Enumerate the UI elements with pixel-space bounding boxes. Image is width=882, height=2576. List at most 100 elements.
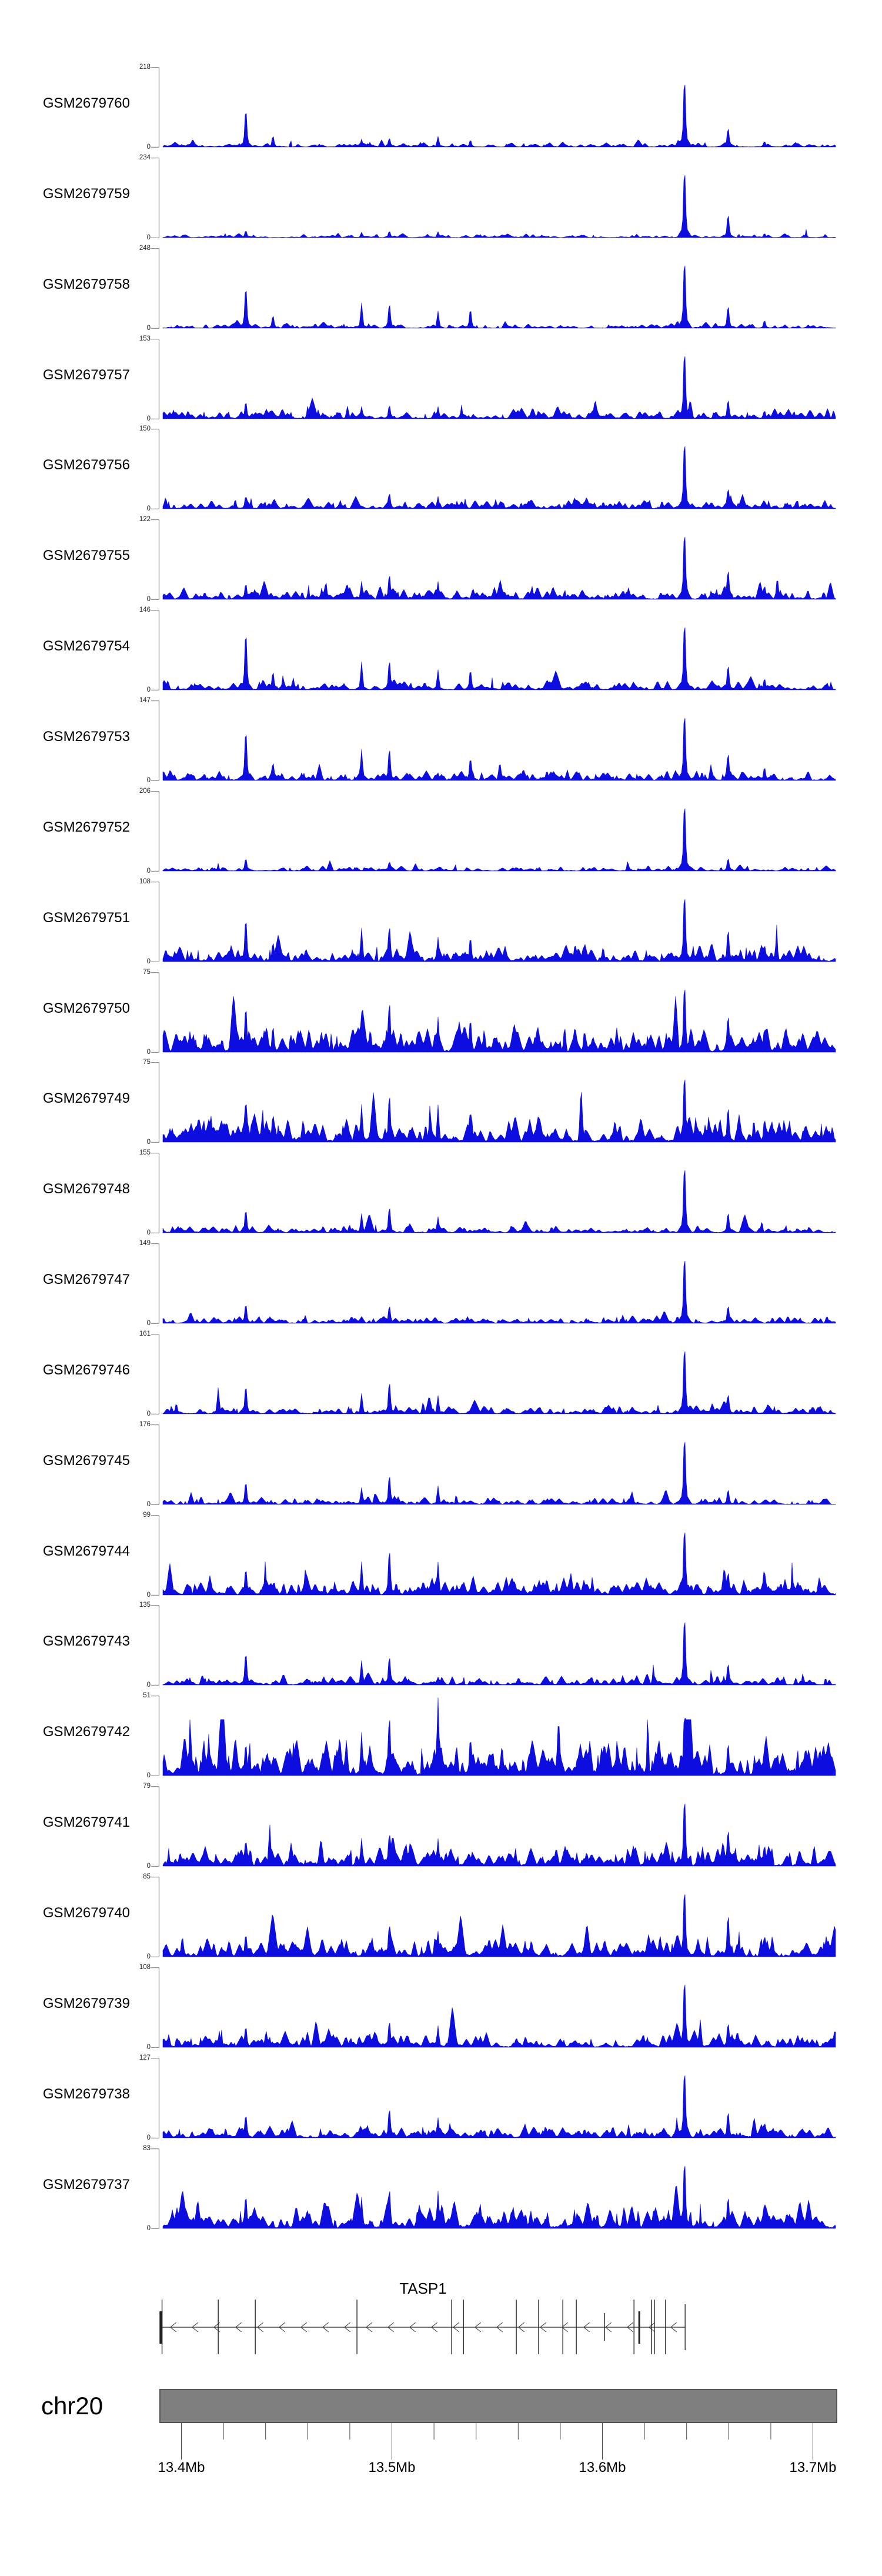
track-ymax-label: 122	[139, 516, 151, 523]
coverage-track-row: GSM2679744 99 0	[0, 1510, 882, 1604]
track-ymax-label: 85	[143, 1873, 151, 1880]
track-sample-label: GSM2679749	[42, 1090, 130, 1107]
coverage-track-row: GSM2679749 75 0	[0, 1057, 882, 1152]
coverage-track-row: GSM2679760 218 0	[0, 62, 882, 156]
coverage-track-row: GSM2679748 155 0	[0, 1148, 882, 1242]
coverage-signal-plot	[151, 248, 836, 329]
coverage-signal-plot	[151, 1424, 836, 1505]
track-yzero-label: 0	[146, 2134, 151, 2141]
track-sample-label: GSM2679748	[42, 1181, 130, 1197]
track-sample-label: GSM2679759	[42, 185, 130, 202]
track-ymax-label: 146	[139, 606, 151, 614]
track-yzero-label: 0	[146, 415, 151, 422]
coverage-track-row: GSM2679755 122 0	[0, 515, 882, 609]
track-yzero-label: 0	[146, 1772, 151, 1780]
track-ymax-label: 150	[139, 425, 151, 433]
gene-model	[159, 2300, 686, 2354]
track-ymax-label: 176	[139, 1420, 151, 1428]
gene-name-label: TASP1	[399, 2280, 447, 2297]
coverage-track-row: GSM2679745 176 0	[0, 1420, 882, 1514]
track-yzero-label: 0	[146, 324, 151, 332]
track-sample-label: GSM2679746	[42, 1362, 130, 1378]
coverage-signal-plot	[151, 2057, 836, 2138]
axis-tick-label: 13.7Mb	[789, 2460, 837, 2475]
track-yzero-label: 0	[146, 776, 151, 784]
track-yzero-label: 0	[146, 1500, 151, 1508]
coverage-signal-plot	[151, 1514, 836, 1596]
coverage-signal-plot	[151, 1967, 836, 2048]
track-sample-label: GSM2679742	[42, 1724, 130, 1740]
track-ymax-label: 79	[143, 1783, 151, 1790]
coverage-track-row: GSM2679741 79 0	[0, 1781, 882, 1876]
coverage-track-row: GSM2679752 206 0	[0, 786, 882, 880]
coverage-signal-plot	[151, 610, 836, 691]
coverage-track-row: GSM2679754 146 0	[0, 605, 882, 699]
track-ymax-label: 51	[143, 1692, 151, 1700]
coverage-track-row: GSM2679753 147 0	[0, 696, 882, 790]
track-sample-label: GSM2679747	[42, 1272, 130, 1288]
coverage-signal-plot	[151, 1062, 836, 1143]
track-sample-label: GSM2679741	[42, 1814, 130, 1831]
coverage-track-row: GSM2679750 75 0	[0, 967, 882, 1062]
coverage-signal-plot	[151, 157, 836, 238]
coverage-signal-plot	[151, 1786, 836, 1867]
axis-tick-label: 13.6Mb	[579, 2460, 626, 2475]
track-yzero-label: 0	[146, 1410, 151, 1417]
axis-tick-label: 13.5Mb	[368, 2460, 416, 2475]
track-sample-label: GSM2679760	[42, 95, 130, 111]
track-ymax-label: 234	[139, 154, 151, 161]
track-ymax-label: 155	[139, 1149, 151, 1157]
track-ymax-label: 99	[143, 1511, 151, 1519]
track-sample-label: GSM2679750	[42, 1000, 130, 1016]
track-yzero-label: 0	[146, 596, 151, 603]
track-sample-label: GSM2679752	[42, 819, 130, 835]
track-yzero-label: 0	[146, 2043, 151, 2051]
ideogram-bar	[159, 2389, 837, 2423]
track-yzero-label: 0	[146, 1320, 151, 1327]
coverage-signal-plot	[151, 338, 836, 419]
coverage-track-row: GSM2679751 108 0	[0, 877, 882, 971]
track-sample-label: GSM2679739	[42, 1995, 130, 2011]
track-sample-label: GSM2679740	[42, 1905, 130, 1921]
track-sample-label: GSM2679738	[42, 2086, 130, 2102]
coverage-signal-plot	[151, 429, 836, 510]
coverage-track-row: GSM2679746 161 0	[0, 1329, 882, 1423]
coverage-track-row: GSM2679739 108 0	[0, 1963, 882, 2057]
track-sample-label: GSM2679755	[42, 548, 130, 564]
track-yzero-label: 0	[146, 1048, 151, 1056]
track-yzero-label: 0	[146, 1591, 151, 1599]
track-sample-label: GSM2679743	[42, 1633, 130, 1650]
track-ymax-label: 108	[139, 1963, 151, 1971]
coverage-signal-plot	[151, 1696, 836, 1777]
track-sample-label: GSM2679754	[42, 638, 130, 655]
track-yzero-label: 0	[146, 957, 151, 965]
track-yzero-label: 0	[146, 1139, 151, 1146]
coverage-signal-plot	[151, 700, 836, 781]
track-yzero-label: 0	[146, 1229, 151, 1237]
track-yzero-label: 0	[146, 1953, 151, 1960]
axis-tick-label: 13.4Mb	[158, 2460, 205, 2475]
coverage-track-row: GSM2679747 149 0	[0, 1239, 882, 1333]
track-yzero-label: 0	[146, 1863, 151, 1870]
track-ymax-label: 135	[139, 1601, 151, 1609]
track-ymax-label: 149	[139, 1240, 151, 1247]
coverage-signal-plot	[151, 972, 836, 1053]
track-sample-label: GSM2679758	[42, 276, 130, 292]
coverage-signal-plot	[151, 1333, 836, 1414]
coverage-signal-plot	[151, 790, 836, 872]
track-ymax-label: 83	[143, 2144, 151, 2152]
track-sample-label: GSM2679737	[42, 2176, 130, 2193]
chromosome-label: chr20	[41, 2392, 103, 2420]
coverage-track-row: GSM2679742 51 0	[0, 1691, 882, 1785]
track-sample-label: GSM2679745	[42, 1452, 130, 1469]
track-yzero-label: 0	[146, 2224, 151, 2232]
track-yzero-label: 0	[146, 867, 151, 875]
coverage-signal-plot	[151, 2148, 836, 2229]
coverage-track-row: GSM2679756 150 0	[0, 424, 882, 518]
coverage-signal-plot	[151, 881, 836, 962]
track-sample-label: GSM2679751	[42, 909, 130, 926]
coverage-track-row: GSM2679757 153 0	[0, 334, 882, 428]
coverage-signal-plot	[151, 1153, 836, 1234]
coverage-track-row: GSM2679738 127 0	[0, 2053, 882, 2147]
